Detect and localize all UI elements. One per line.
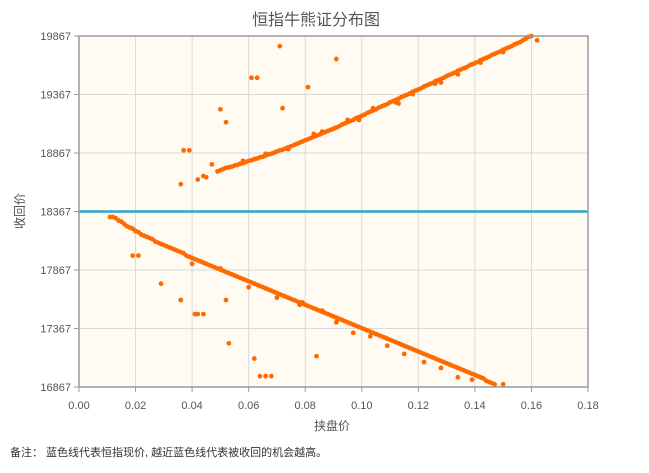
data-point <box>201 311 206 317</box>
data-point <box>257 373 263 379</box>
y-tick-label: 19367 <box>40 90 71 102</box>
x-tick-label: 0.10 <box>351 400 372 412</box>
data-point <box>158 281 164 287</box>
data-point <box>195 177 201 182</box>
data-point <box>319 308 325 313</box>
data-point <box>263 151 269 157</box>
data-point <box>410 91 416 97</box>
data-point <box>370 105 376 111</box>
data-point <box>438 365 444 371</box>
data-point <box>226 340 232 346</box>
data-point <box>432 81 438 87</box>
data-point <box>438 80 444 85</box>
x-tick-label: 0.00 <box>68 400 89 412</box>
data-point <box>268 373 274 379</box>
data-point <box>478 60 483 65</box>
data-point <box>135 253 141 259</box>
data-point <box>500 381 506 387</box>
data-point <box>274 295 280 301</box>
data-point <box>249 75 254 81</box>
data-point <box>305 84 311 90</box>
data-point <box>299 300 305 305</box>
x-tick-label: 0.04 <box>181 400 202 412</box>
data-point <box>401 351 407 357</box>
data-point <box>217 266 223 271</box>
data-point <box>263 373 269 379</box>
data-point <box>319 129 325 134</box>
x-tick-label: 0.12 <box>408 400 429 412</box>
data-point <box>189 261 195 267</box>
x-tick-labels: 0.00 0.02 0.04 0.06 0.08 0.10 0.12 0.14 0.16 0.18 <box>68 387 599 412</box>
x-tick-label: 0.06 <box>238 400 259 412</box>
data-point <box>333 56 339 62</box>
y-tick-label: 17867 <box>40 265 71 277</box>
scatter-points <box>107 33 540 387</box>
data-point <box>203 174 209 180</box>
data-point <box>246 284 252 290</box>
data-point <box>181 147 187 153</box>
data-point <box>130 253 136 259</box>
chart-title: 恒指牛熊证分布图 <box>252 11 380 29</box>
data-point <box>356 117 362 123</box>
data-point <box>209 161 215 167</box>
data-point <box>421 359 427 365</box>
x-tick-label: 0.16 <box>521 400 542 412</box>
data-point <box>492 381 498 387</box>
x-tick-label: 0.02 <box>125 400 146 412</box>
data-point <box>280 105 285 111</box>
x-tick-label: 0.18 <box>577 400 598 412</box>
y-tick-labels: 16867 17367 17867 18367 18867 19367 19867 <box>40 31 79 394</box>
data-point <box>384 343 390 349</box>
data-point <box>195 311 201 317</box>
x-tick-label: 0.08 <box>295 400 316 412</box>
data-point <box>345 117 351 123</box>
data-point <box>500 49 506 55</box>
data-point <box>240 158 246 164</box>
data-point <box>251 356 257 361</box>
data-point <box>186 147 192 153</box>
data-point <box>178 297 184 303</box>
data-point <box>277 43 283 49</box>
y-tick-label: 18367 <box>40 207 71 219</box>
y-tick-label: 17367 <box>40 324 71 336</box>
data-point <box>254 75 260 81</box>
y-tick-label: 18867 <box>40 148 71 160</box>
data-point <box>469 377 475 383</box>
data-point <box>455 71 461 77</box>
y-axis-label: 收回价 <box>13 193 27 229</box>
data-point <box>178 181 184 187</box>
data-point <box>455 374 461 380</box>
data-point <box>285 146 291 152</box>
footer-note: 备注： 蓝色线代表恒指现价, 越近蓝色线代表被收回的机会越高。 <box>10 447 328 459</box>
data-point <box>367 333 373 339</box>
data-point <box>311 131 317 137</box>
data-point <box>396 101 401 106</box>
y-tick-label: 19867 <box>40 31 71 43</box>
data-point <box>534 37 540 43</box>
x-axis-label: 挟盘价 <box>314 418 350 433</box>
data-point <box>223 297 229 303</box>
data-point <box>314 353 319 359</box>
y-tick-label: 16867 <box>40 382 71 394</box>
data-point <box>350 330 356 336</box>
x-tick-label: 0.14 <box>464 400 485 412</box>
data-point <box>223 119 229 125</box>
data-point <box>217 106 223 112</box>
data-point <box>333 319 339 325</box>
